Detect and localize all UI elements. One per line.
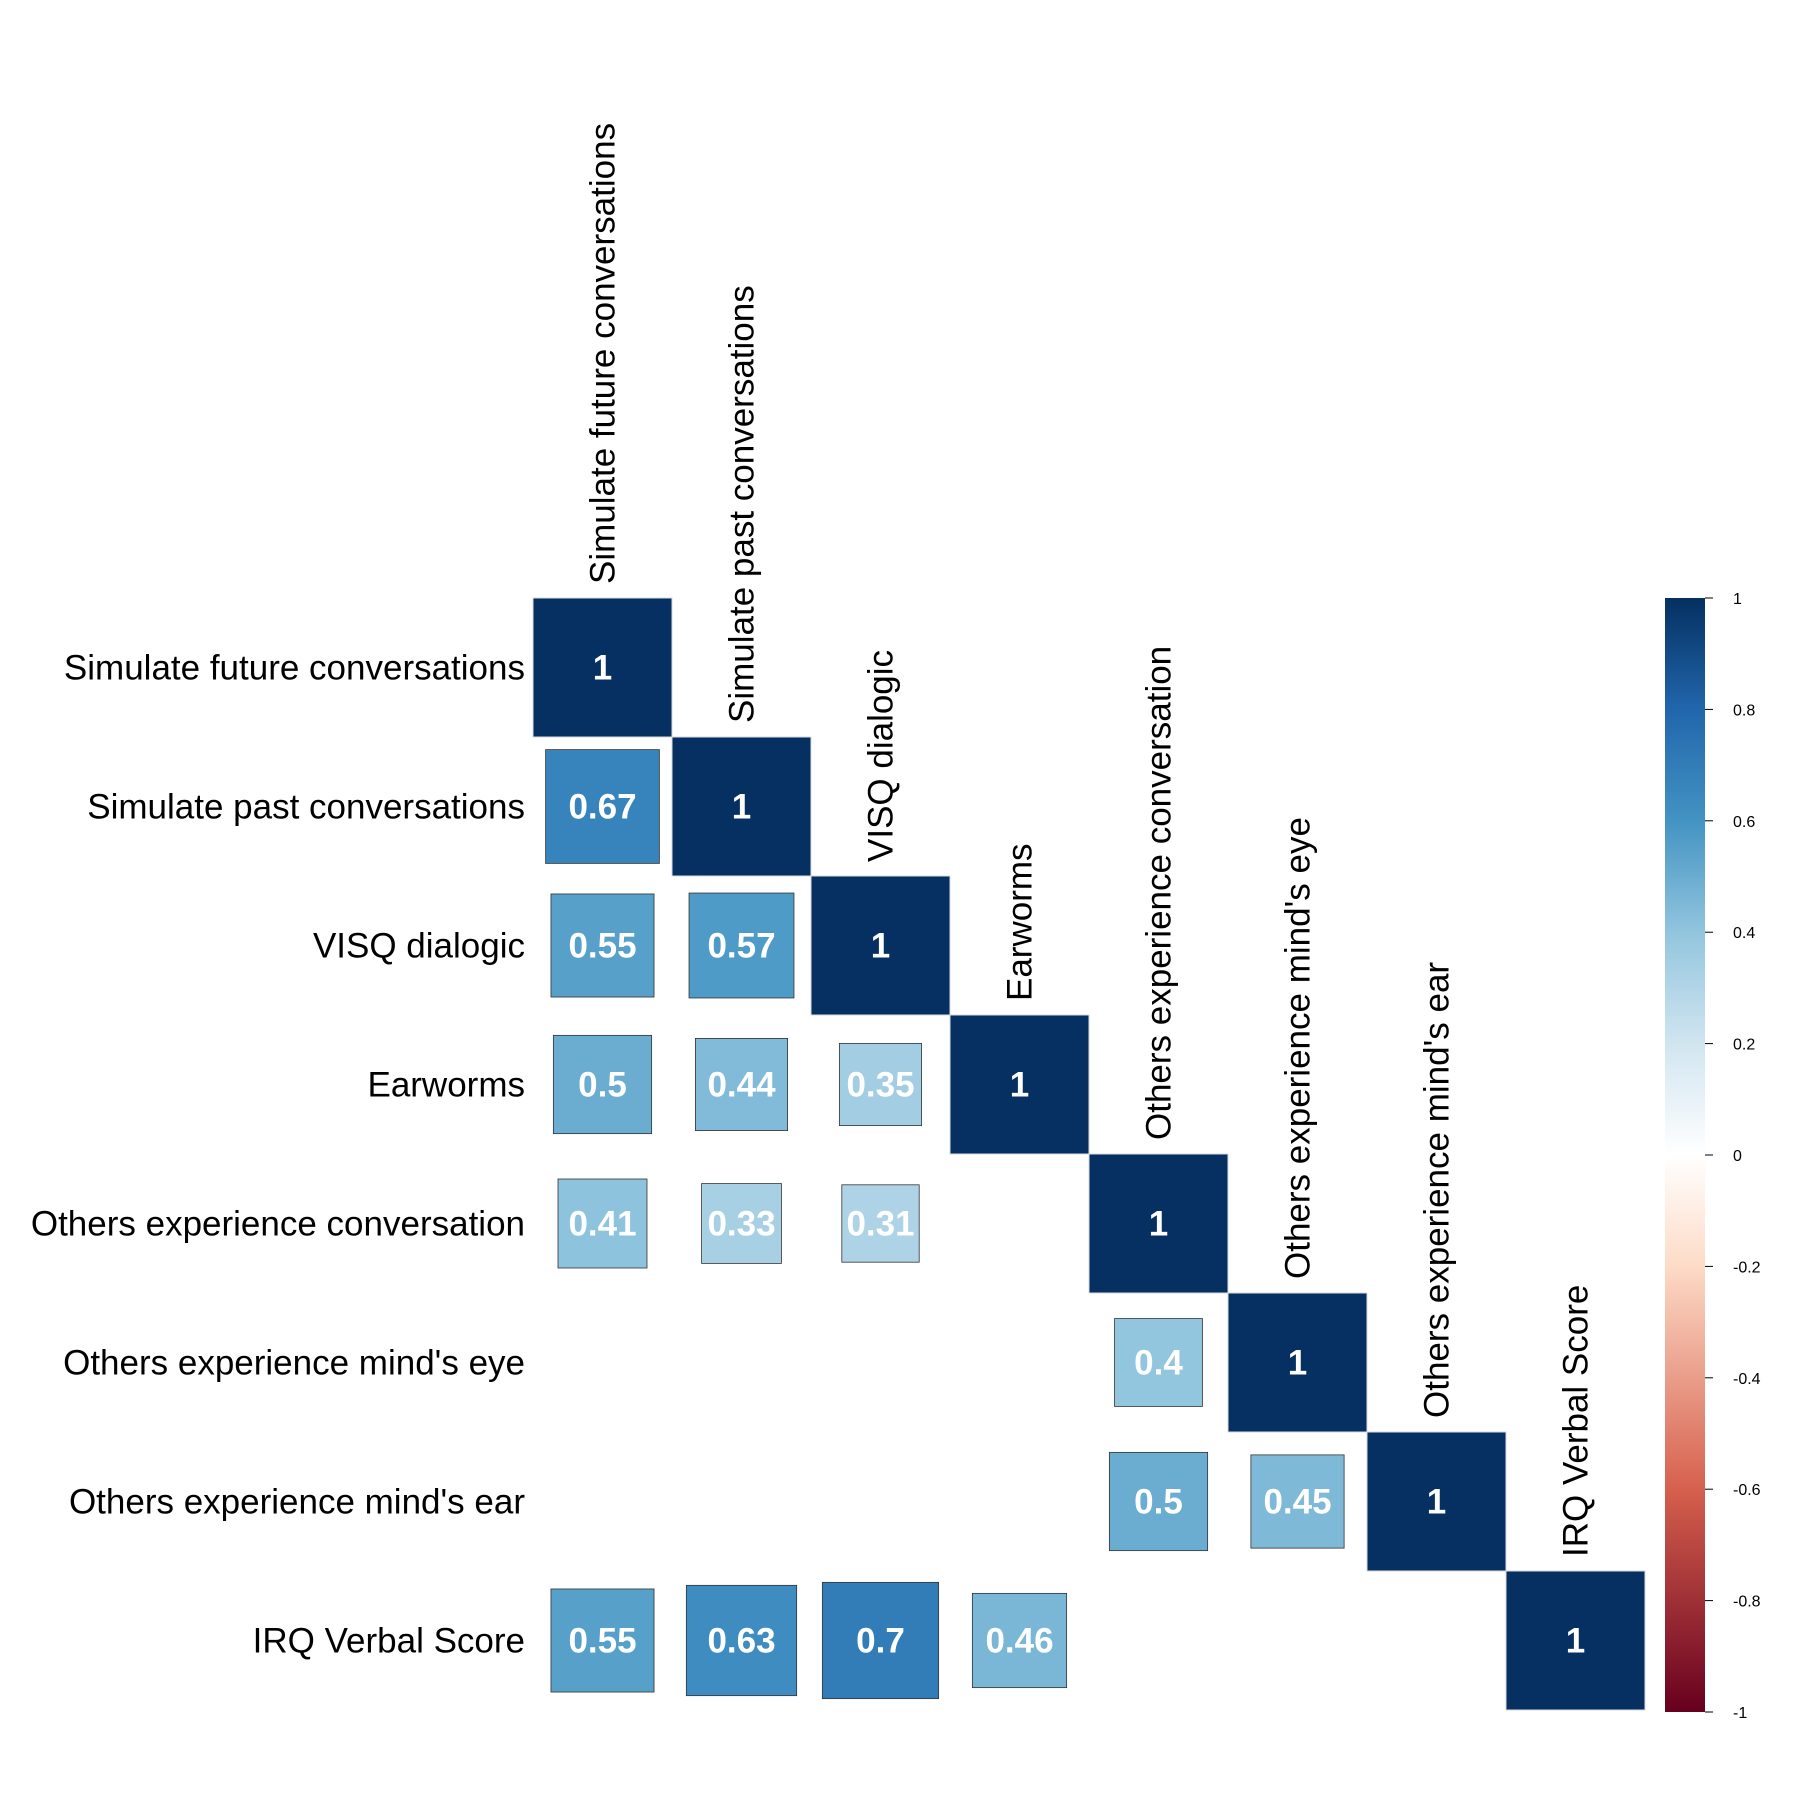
correlation-cell: [841, 1184, 920, 1263]
cell-value-label: 0.44: [707, 1066, 776, 1105]
cell-value-label: 1: [1149, 1205, 1168, 1244]
cell-value-label: 0.55: [568, 927, 636, 966]
cell-value-label: 0.7: [856, 1622, 905, 1661]
column-label: IRQ Verbal Score: [1557, 1285, 1596, 1557]
correlation-cell: [1250, 1454, 1345, 1549]
cell-value-label: 0.67: [568, 788, 636, 827]
cell-value-label: 0.63: [707, 1622, 775, 1661]
correlation-cell: [550, 893, 655, 998]
diagonal-cell: [532, 597, 673, 738]
cell-value-label: 0.31: [846, 1205, 914, 1244]
row-label: VISQ dialogic: [313, 927, 525, 966]
colorbar-tick-label: 0.6: [1733, 814, 1755, 831]
correlation-cell: [1108, 1451, 1209, 1552]
row-label: Others experience conversation: [31, 1205, 525, 1244]
cell-value-label: 0.55: [568, 1622, 636, 1661]
column-label: Others experience mind's eye: [1279, 817, 1318, 1279]
colorbar-gradient: [1665, 598, 1705, 1712]
diagonal-cell: [1366, 1431, 1507, 1572]
column-label: Others experience mind's ear: [1418, 962, 1457, 1418]
diagonal-cell: [949, 1014, 1090, 1155]
diagonal-cell: [1088, 1153, 1229, 1294]
correlation-cell: [694, 1037, 789, 1132]
row-label: Simulate past conversations: [87, 788, 525, 827]
cell-value-label: 0.57: [707, 927, 775, 966]
diagonal-cell: [810, 875, 951, 1016]
cell-value-label: 0.4: [1134, 1344, 1183, 1383]
correlation-cell: [557, 1178, 648, 1269]
cell-value-label: 0.35: [846, 1066, 914, 1105]
column-label: Others experience conversation: [1140, 646, 1179, 1140]
colorbar-tick-label: 1: [1733, 591, 1742, 608]
cell-value-label: 1: [1010, 1066, 1029, 1105]
row-label: Simulate future conversations: [64, 649, 525, 688]
row-label: Others experience mind's eye: [63, 1344, 525, 1383]
diagonal-cell: [1227, 1292, 1368, 1433]
cell-value-label: 1: [593, 649, 612, 688]
row-labels: Simulate future conversations Simulate pa…: [31, 649, 525, 1661]
color-legend: 1 0.8 0.6 0.4 0.2 0 -0.2 -0.4 -0.6 -0.8 -1: [1665, 591, 1761, 1722]
colorbar-tick-label: 0.2: [1733, 1037, 1755, 1054]
colorbar-tick-label: -0.6: [1733, 1482, 1761, 1499]
row-label: IRQ Verbal Score: [253, 1622, 525, 1661]
correlation-cell: [685, 1584, 798, 1697]
colorbar-tick-label: -1: [1733, 1705, 1747, 1722]
correlation-cell: [838, 1042, 923, 1127]
cell-value-label: 1: [1427, 1483, 1446, 1522]
colorbar-tick-label: 0: [1733, 1148, 1742, 1165]
cell-value-label: 1: [1566, 1622, 1585, 1661]
correlation-cell: [971, 1592, 1068, 1689]
cell-value-label: 0.33: [707, 1205, 775, 1244]
correlation-cell: [688, 892, 795, 999]
cell-value-label: 0.5: [578, 1066, 627, 1105]
cell-value-label: 0.5: [1134, 1483, 1183, 1522]
correlation-cell: [545, 749, 660, 864]
colorbar-tick-label: -0.2: [1733, 1259, 1761, 1276]
column-label: Simulate future conversations: [584, 123, 623, 584]
column-label: Simulate past conversations: [723, 285, 762, 723]
colorbar-tick-label: -0.8: [1733, 1594, 1761, 1611]
cell-value-label: 1: [1288, 1344, 1307, 1383]
cell-value-label: 1: [732, 788, 751, 827]
cell-value-label: 0.46: [985, 1622, 1053, 1661]
cell-value-label: 0.45: [1263, 1483, 1331, 1522]
cell-value-label: 0.41: [568, 1205, 636, 1244]
diagonal-cell: [671, 736, 812, 877]
column-label: VISQ dialogic: [862, 650, 901, 862]
colorbar-tick-label: -0.4: [1733, 1371, 1761, 1388]
correlation-cell: [821, 1581, 940, 1700]
column-label: Earworms: [1001, 843, 1040, 1001]
colorbar-tick-label: 0.4: [1733, 925, 1755, 942]
cell-value-label: 1: [871, 927, 890, 966]
colorbar-ticks: 1 0.8 0.6 0.4 0.2 0 -0.2 -0.4 -0.6 -0.8 -1: [1705, 591, 1761, 1722]
row-label: Others experience mind's ear: [69, 1483, 525, 1522]
correlation-cell: [552, 1034, 653, 1135]
row-label: Earworms: [367, 1066, 525, 1105]
colorbar-tick-label: 0.8: [1733, 702, 1755, 719]
diagonal-cell: [1505, 1570, 1646, 1711]
correlation-cell: [1114, 1318, 1203, 1407]
correlation-cell: [550, 1588, 655, 1693]
column-labels: Simulate future conversations Simulate pa…: [584, 123, 1596, 1557]
correlation-cells: 10.67 10.55 0.57 10.5 0.44 0.35 10.41 0.33 0.31 1…: [532, 597, 1646, 1711]
correlation-cell: [701, 1183, 782, 1264]
